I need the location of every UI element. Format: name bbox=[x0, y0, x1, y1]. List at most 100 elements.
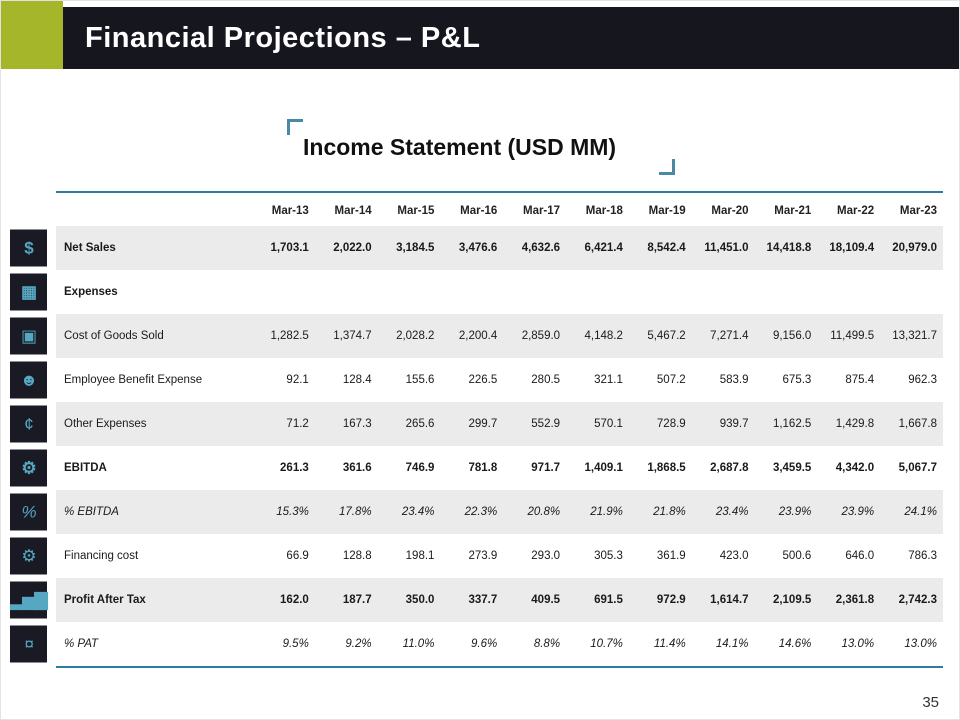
table-cell: 675.3 bbox=[782, 374, 812, 386]
table-cell: 13.0% bbox=[904, 638, 937, 650]
table-cell: 128.4 bbox=[342, 374, 372, 386]
table-cell: 972.9 bbox=[656, 594, 686, 606]
table-cell: 11.0% bbox=[402, 638, 435, 650]
row-label: Profit After Tax bbox=[64, 594, 146, 606]
column-header: Mar-18 bbox=[585, 205, 623, 217]
table-cell: 280.5 bbox=[531, 374, 561, 386]
table-cell: 167.3 bbox=[342, 418, 372, 430]
table-cell: 8,542.4 bbox=[647, 242, 686, 254]
table-cell: 23.9% bbox=[841, 506, 875, 518]
table-cell: 875.4 bbox=[845, 374, 875, 386]
table-cell: 293.0 bbox=[531, 550, 561, 562]
row-label: Other Expenses bbox=[64, 418, 147, 430]
row-label: % PAT bbox=[64, 638, 99, 650]
table-cell: 350.0 bbox=[405, 594, 435, 606]
column-header: Mar-14 bbox=[334, 205, 372, 217]
row-label-cell: ▂▅▇ Profit After Tax bbox=[10, 578, 252, 622]
table-cell bbox=[692, 270, 755, 314]
table-cell: 162.0 bbox=[280, 594, 309, 606]
column-header: Mar-23 bbox=[899, 205, 937, 217]
table-row: ⚙ EBITDA 261.3 361.6 746.9 781.8 971.7 1,409.1 1… bbox=[10, 446, 943, 490]
table-cell: 507.2 bbox=[656, 374, 686, 386]
table-cell: 781.8 bbox=[468, 462, 498, 474]
table-cell: 3,184.5 bbox=[396, 242, 435, 254]
table-cell: 423.0 bbox=[719, 550, 749, 562]
table-cell bbox=[817, 270, 880, 314]
table-cell: 728.9 bbox=[656, 418, 686, 430]
table-cell: 265.6 bbox=[405, 418, 435, 430]
table-cell: 2,361.8 bbox=[835, 594, 875, 606]
table-cell: 14.1% bbox=[715, 638, 749, 650]
table-cell: 20,979.0 bbox=[892, 242, 937, 254]
table-cell: 299.7 bbox=[468, 418, 498, 430]
page-title: Financial Projections – P&L bbox=[85, 21, 481, 54]
hand-money-icon: $ bbox=[10, 229, 47, 267]
money-percent-icon: ¤ bbox=[10, 625, 47, 663]
table-cell: 23.9% bbox=[778, 506, 812, 518]
table-cell bbox=[629, 270, 692, 314]
table-cell: 305.3 bbox=[594, 550, 623, 562]
accent-square bbox=[1, 1, 63, 69]
table-cell: 2,028.2 bbox=[396, 330, 435, 342]
table-cell: 155.6 bbox=[405, 374, 435, 386]
table-cell: 2,687.8 bbox=[710, 462, 749, 474]
table-cell: 1,667.8 bbox=[898, 418, 937, 430]
row-label: Financing cost bbox=[64, 550, 139, 562]
table-cell bbox=[252, 270, 315, 314]
column-header: Mar-17 bbox=[522, 205, 561, 217]
row-label: Cost of Goods Sold bbox=[64, 330, 164, 342]
table-cell: 9,156.0 bbox=[772, 330, 812, 342]
table-cell: 1,162.5 bbox=[772, 418, 812, 430]
table-cell: 17.8% bbox=[339, 506, 372, 518]
gears-icon: ⚙ bbox=[10, 449, 47, 487]
table-cell: 7,271.4 bbox=[710, 330, 749, 342]
table-cell: 4,342.0 bbox=[835, 462, 875, 474]
table-cell: 2,859.0 bbox=[521, 330, 561, 342]
table-header-row: Mar-13 Mar-14 Mar-15 Mar-16 Mar-17 Mar-18 Mar-… bbox=[56, 193, 943, 226]
column-header: Mar-15 bbox=[397, 205, 435, 217]
table-cell: 1,409.1 bbox=[584, 462, 623, 474]
table-cell: 13.0% bbox=[841, 638, 875, 650]
row-label-cell: ¢ Other Expenses bbox=[10, 402, 252, 446]
table-cell bbox=[503, 270, 566, 314]
table-cell: 187.7 bbox=[342, 594, 372, 606]
table-row: ¢ Other Expenses 71.2 167.3 265.6 299.7 552.9 5… bbox=[10, 402, 943, 446]
table-row: ▣ Cost of Goods Sold 1,282.5 1,374.7 2,028.2… bbox=[10, 314, 943, 358]
row-label-cell: ▣ Cost of Goods Sold bbox=[10, 314, 252, 358]
table-cell: 570.1 bbox=[594, 418, 623, 430]
table-cell: 198.1 bbox=[405, 550, 435, 562]
income-statement-table: Mar-13 Mar-14 Mar-15 Mar-16 Mar-17 Mar-18 Mar-… bbox=[10, 191, 943, 668]
table-row: ▦ Expenses bbox=[10, 270, 943, 314]
table-cell: 9.5% bbox=[282, 638, 309, 650]
table-row: $ Net Sales 1,703.1 2,022.0 3,184.5 3,476.6 4,… bbox=[10, 226, 943, 270]
table-body: $ Net Sales 1,703.1 2,022.0 3,184.5 3,476.6 4,… bbox=[10, 226, 943, 666]
table-cell: 971.7 bbox=[531, 462, 561, 474]
row-label-cell: ▦ Expenses bbox=[10, 270, 252, 314]
table-cell: 691.5 bbox=[594, 594, 623, 606]
table-cell: 71.2 bbox=[286, 418, 309, 430]
table-cell: 337.7 bbox=[468, 594, 498, 606]
row-label: Expenses bbox=[64, 286, 118, 298]
table-cell bbox=[378, 270, 441, 314]
table-cell: 321.1 bbox=[594, 374, 623, 386]
row-label: EBITDA bbox=[64, 462, 107, 474]
table-cell: 1,703.1 bbox=[270, 242, 309, 254]
table-cell: 939.7 bbox=[719, 418, 749, 430]
row-label-cell: % % EBITDA bbox=[10, 490, 252, 534]
table-cell bbox=[440, 270, 503, 314]
table-cell: 361.9 bbox=[656, 550, 686, 562]
table-cell: 15.3% bbox=[276, 506, 309, 518]
percent-icon: % bbox=[10, 493, 47, 531]
table-cell bbox=[315, 270, 378, 314]
table-cell: 13,321.7 bbox=[892, 330, 937, 342]
table-cell: 273.9 bbox=[468, 550, 498, 562]
table-cell: 1,374.7 bbox=[333, 330, 372, 342]
table-cell: 1,868.5 bbox=[647, 462, 686, 474]
coins-icon: ¢ bbox=[10, 405, 47, 443]
column-header: Mar-19 bbox=[648, 205, 686, 217]
row-label: Net Sales bbox=[64, 242, 116, 254]
table-cell: 583.9 bbox=[719, 374, 749, 386]
row-label: % EBITDA bbox=[64, 506, 119, 518]
row-label-cell: $ Net Sales bbox=[10, 226, 252, 270]
